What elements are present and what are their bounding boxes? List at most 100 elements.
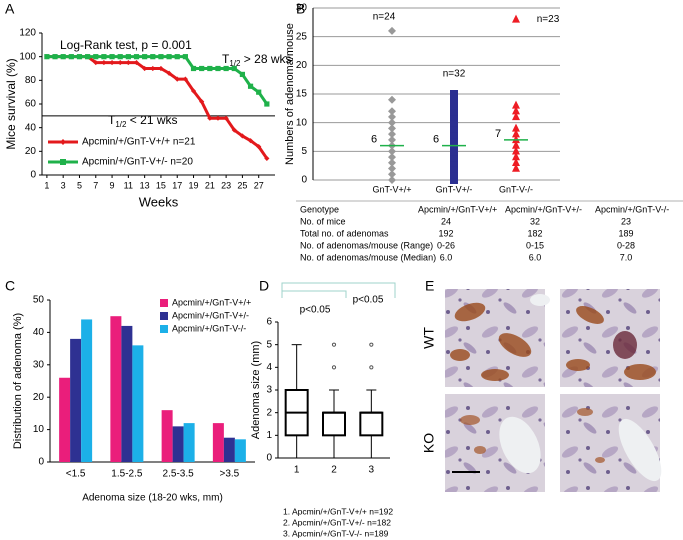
table-cell: 189 xyxy=(618,228,633,238)
marker xyxy=(150,65,156,72)
y-tick-label: 0 xyxy=(266,453,272,464)
annotation: p<0.05 xyxy=(300,305,331,316)
table-header: Apcmin/+/GnT-V+/- xyxy=(505,204,582,214)
y-tick-label: 40 xyxy=(25,122,37,133)
bar xyxy=(81,319,93,462)
x-tick-label: 17 xyxy=(172,180,182,190)
marker xyxy=(223,65,229,72)
legend-label: Apcmin/+/GnT-V-/- xyxy=(172,323,246,333)
marker xyxy=(450,153,458,162)
n-label: n=23 xyxy=(537,14,560,25)
marker xyxy=(388,170,396,179)
marker xyxy=(512,163,520,172)
marker xyxy=(76,54,83,60)
panel-letter: A xyxy=(5,1,15,17)
table-cell: 0-26 xyxy=(437,240,455,250)
x-tick-label: <1.5 xyxy=(66,469,86,480)
bar xyxy=(183,423,195,462)
table-cell: No. of mice xyxy=(300,216,346,226)
n-label: n=32 xyxy=(443,69,466,80)
panel-letter: B xyxy=(296,1,305,17)
x-tick-label: 9 xyxy=(110,180,115,190)
marker xyxy=(199,99,205,105)
marker xyxy=(264,101,270,107)
marker xyxy=(133,54,140,60)
marker xyxy=(174,54,180,60)
marker xyxy=(150,54,156,60)
marker xyxy=(199,65,205,72)
annotation-part: T xyxy=(222,52,230,66)
legend-marker xyxy=(60,139,66,145)
y-tick-label: 3 xyxy=(266,385,272,396)
bar xyxy=(172,426,184,462)
y-tick-label: 2 xyxy=(266,407,272,418)
marker xyxy=(512,140,520,149)
table-cell: 6.0 xyxy=(440,252,453,262)
table-header: Apcmin/+/GnT-V+/+ xyxy=(418,204,497,214)
table-cell: 182 xyxy=(527,228,542,238)
annotation: p<0.05 xyxy=(353,295,384,306)
marker xyxy=(142,65,148,72)
marker xyxy=(117,59,123,66)
marker xyxy=(512,123,520,132)
legend-swatch xyxy=(160,312,168,320)
y-tick-label: 25 xyxy=(296,31,308,42)
annotation: T1/2 < 21 wks xyxy=(108,113,178,129)
x-tick-label: 1 xyxy=(294,465,300,476)
marker xyxy=(125,59,131,66)
marker xyxy=(231,65,237,72)
annotation: T1/2 > 28 wks xyxy=(222,52,292,68)
marker xyxy=(133,59,140,66)
legend-label: Apcmin/+/GnT-V+/- xyxy=(172,310,249,320)
bracket xyxy=(281,282,396,298)
x-tick-label: 3 xyxy=(369,465,375,476)
row-label: WT xyxy=(421,327,437,349)
y-tick-label: 1 xyxy=(266,430,272,441)
marker xyxy=(450,170,458,179)
table-cell: 6.0 xyxy=(529,252,542,262)
bar xyxy=(70,338,82,462)
table-cell: 0-15 xyxy=(526,240,544,250)
marker xyxy=(388,135,396,144)
marker xyxy=(512,152,520,161)
x-tick-label: >3.5 xyxy=(220,469,240,480)
marker xyxy=(207,115,213,121)
legend-label: 2. Apcmin/+/GnT-V+/- n=182 xyxy=(283,517,391,527)
stain-wt xyxy=(450,302,656,381)
y-axis-label: Adenoma size (mm) xyxy=(250,341,262,439)
marker xyxy=(450,124,458,133)
marker xyxy=(450,130,458,139)
marker xyxy=(388,95,396,104)
marker xyxy=(512,112,520,121)
table-header: Genotype xyxy=(300,204,339,214)
marker xyxy=(450,118,458,127)
x-tick-label: 2.5-3.5 xyxy=(163,469,195,480)
x-axis-label: Adenoma size (18-20 wks, mm) xyxy=(82,493,223,504)
marker xyxy=(450,107,458,116)
marker xyxy=(239,71,246,78)
marker xyxy=(85,54,91,60)
y-tick-label: 30 xyxy=(296,3,308,14)
marker xyxy=(388,158,396,167)
table-cell: Total no. of adenomas xyxy=(300,228,389,238)
table-cell: 192 xyxy=(438,228,453,238)
marker xyxy=(450,112,458,121)
x-tick-label: GnT-V+/+ xyxy=(372,184,411,194)
y-axis-label: Distribution of adenoma (%) xyxy=(12,313,24,449)
table-cell: 7.0 xyxy=(620,252,633,262)
marker xyxy=(450,164,458,173)
y-tick-label: 120 xyxy=(19,28,36,39)
bar xyxy=(121,325,133,462)
marker xyxy=(388,153,396,162)
marker xyxy=(256,89,262,95)
panel-letter: C xyxy=(5,278,15,294)
y-tick-label: 20 xyxy=(33,392,45,403)
bar xyxy=(59,377,71,462)
outlier xyxy=(331,365,337,370)
chart-title: Log-Rank test, p = 0.001 xyxy=(60,38,192,52)
marker xyxy=(142,54,148,60)
micrographs xyxy=(445,289,662,492)
outlier xyxy=(331,342,337,347)
y-tick-label: 60 xyxy=(25,99,37,110)
